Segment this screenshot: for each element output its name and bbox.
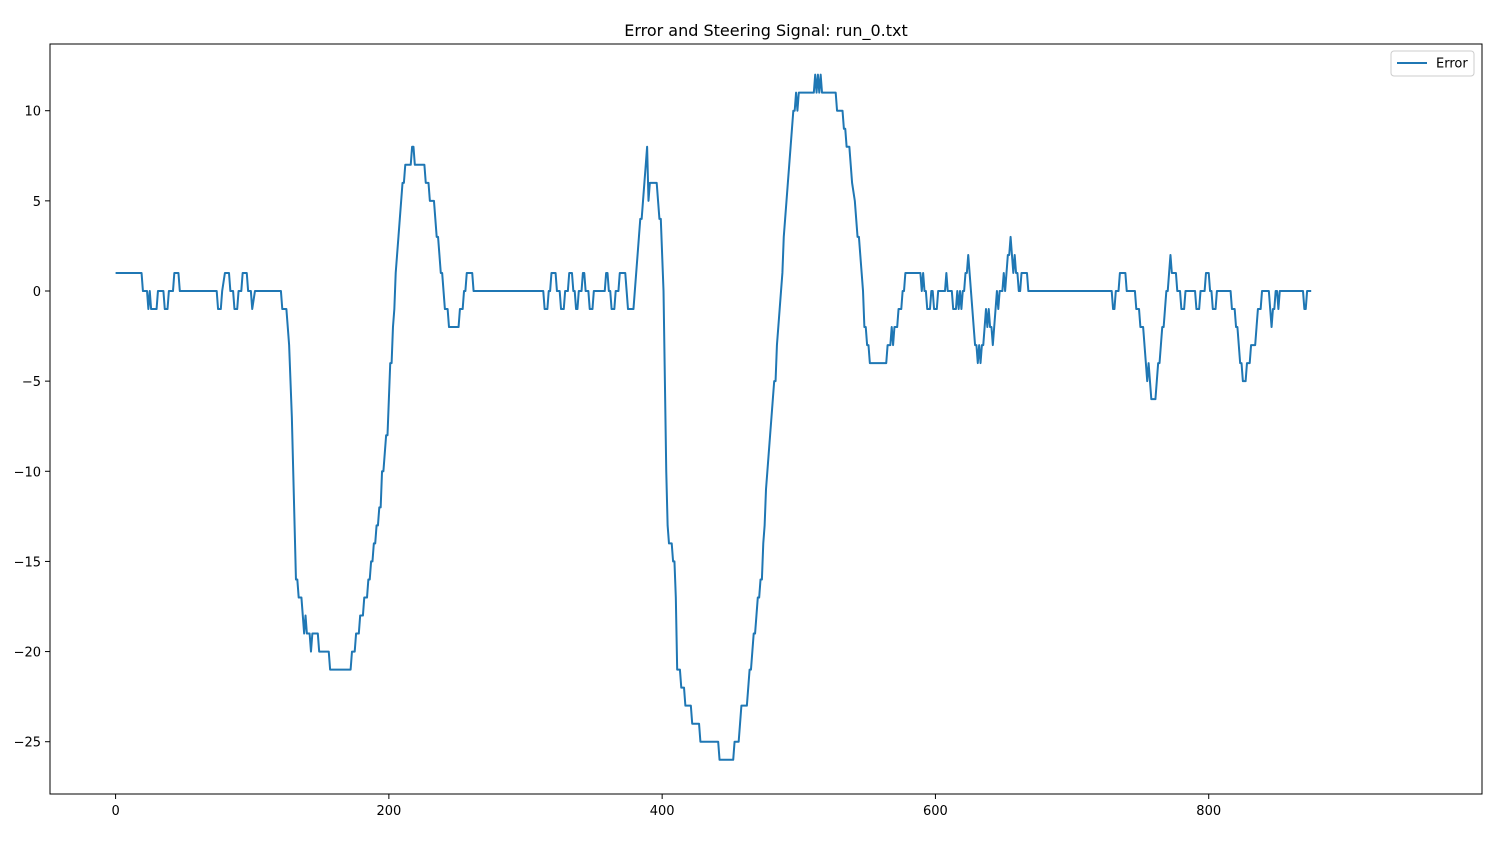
legend-box — [1390, 50, 1475, 77]
series-line-error — [115, 73, 1312, 761]
plot-frame — [49, 43, 1483, 795]
y-tick-label: −25 — [14, 736, 41, 751]
y-tick-label: 5 — [33, 195, 41, 210]
y-axis: −25 −20 −15 −10 −5 0 5 10 — [14, 105, 50, 751]
y-tick-label: −20 — [14, 646, 41, 661]
x-tick-label: 600 — [923, 804, 948, 819]
x-tick-label: 200 — [376, 804, 401, 819]
x-tick-label: 800 — [1196, 804, 1221, 819]
legend-label-error: Error — [1436, 57, 1468, 72]
y-tick-label: −15 — [14, 555, 41, 570]
series-layer — [115, 73, 1312, 761]
x-axis: 0 200 400 600 800 — [111, 794, 1221, 819]
y-tick-label: −5 — [22, 375, 41, 390]
x-tick-label: 400 — [650, 804, 675, 819]
plot-area — [49, 43, 1483, 795]
x-tick-label: 0 — [111, 804, 119, 819]
legend: Error — [1390, 50, 1475, 77]
y-tick-label: −10 — [14, 465, 41, 480]
y-tick-label: 0 — [33, 285, 41, 300]
y-tick-label: 10 — [24, 105, 41, 120]
chart-title: Error and Steering Signal: run_0.txt — [624, 21, 908, 41]
